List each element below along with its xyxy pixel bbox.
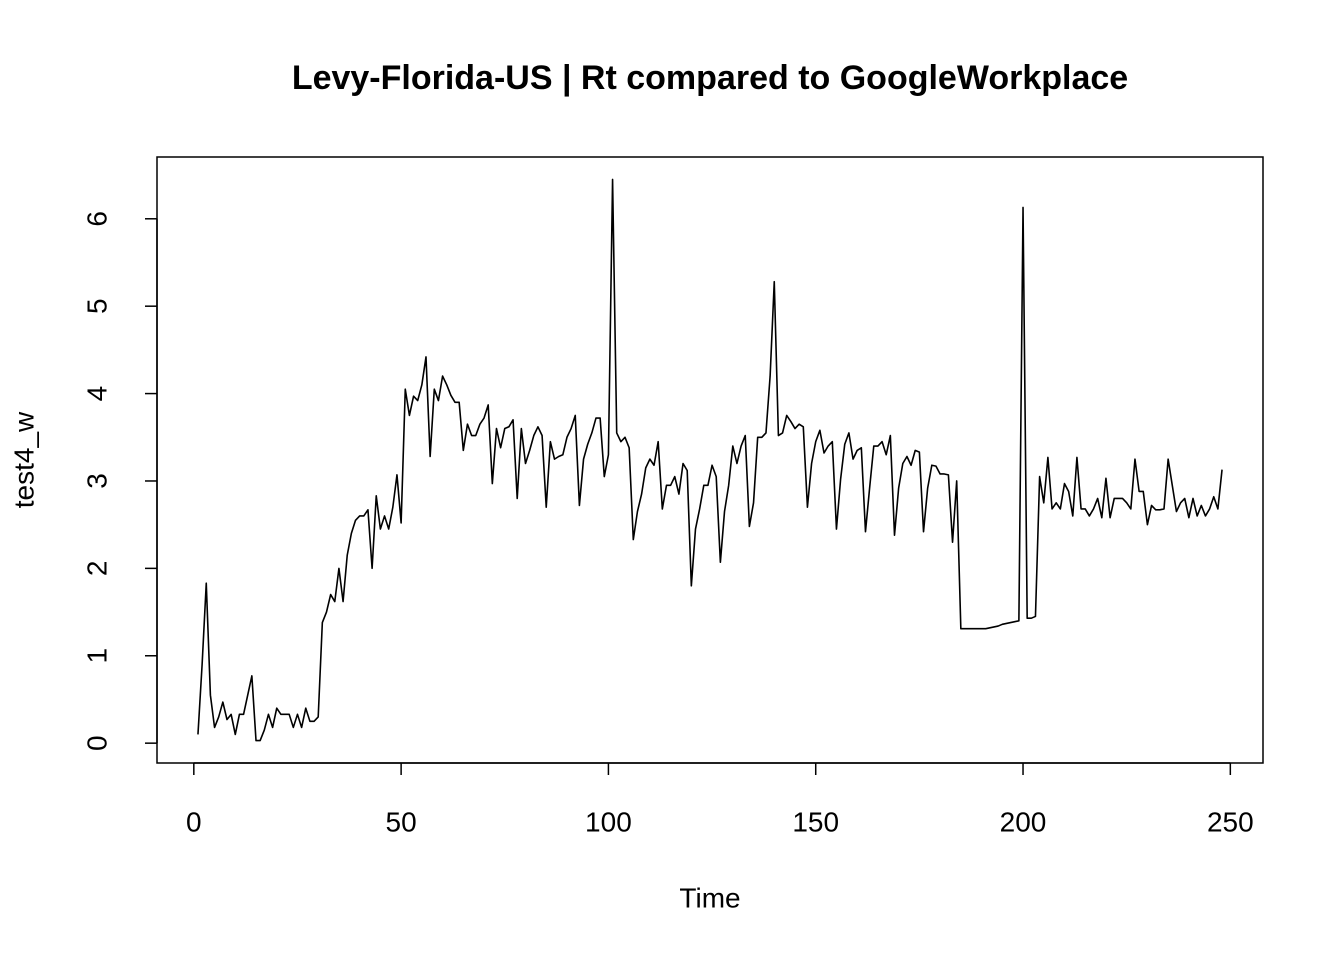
y-tick-label: 4 bbox=[81, 386, 112, 402]
chart-title: Levy-Florida-US | Rt compared to GoogleW… bbox=[292, 59, 1128, 97]
x-axis-label: Time bbox=[679, 882, 740, 913]
y-tick-label: 6 bbox=[81, 211, 112, 227]
x-tick-label: 100 bbox=[585, 806, 632, 837]
x-tick-label: 50 bbox=[386, 806, 417, 837]
x-tick-label: 150 bbox=[792, 806, 839, 837]
y-tick-label: 3 bbox=[81, 473, 112, 489]
y-tick-label: 0 bbox=[81, 735, 112, 751]
y-axis-label: test4_w bbox=[8, 411, 39, 508]
y-tick-label: 2 bbox=[81, 561, 112, 577]
x-tick-label: 0 bbox=[186, 806, 202, 837]
x-tick-label: 250 bbox=[1207, 806, 1254, 837]
y-tick-label: 5 bbox=[81, 298, 112, 314]
x-tick-label: 200 bbox=[1000, 806, 1047, 837]
data-line bbox=[197, 178, 1223, 742]
plot-box bbox=[156, 156, 1264, 764]
y-tick-label: 1 bbox=[81, 648, 112, 664]
